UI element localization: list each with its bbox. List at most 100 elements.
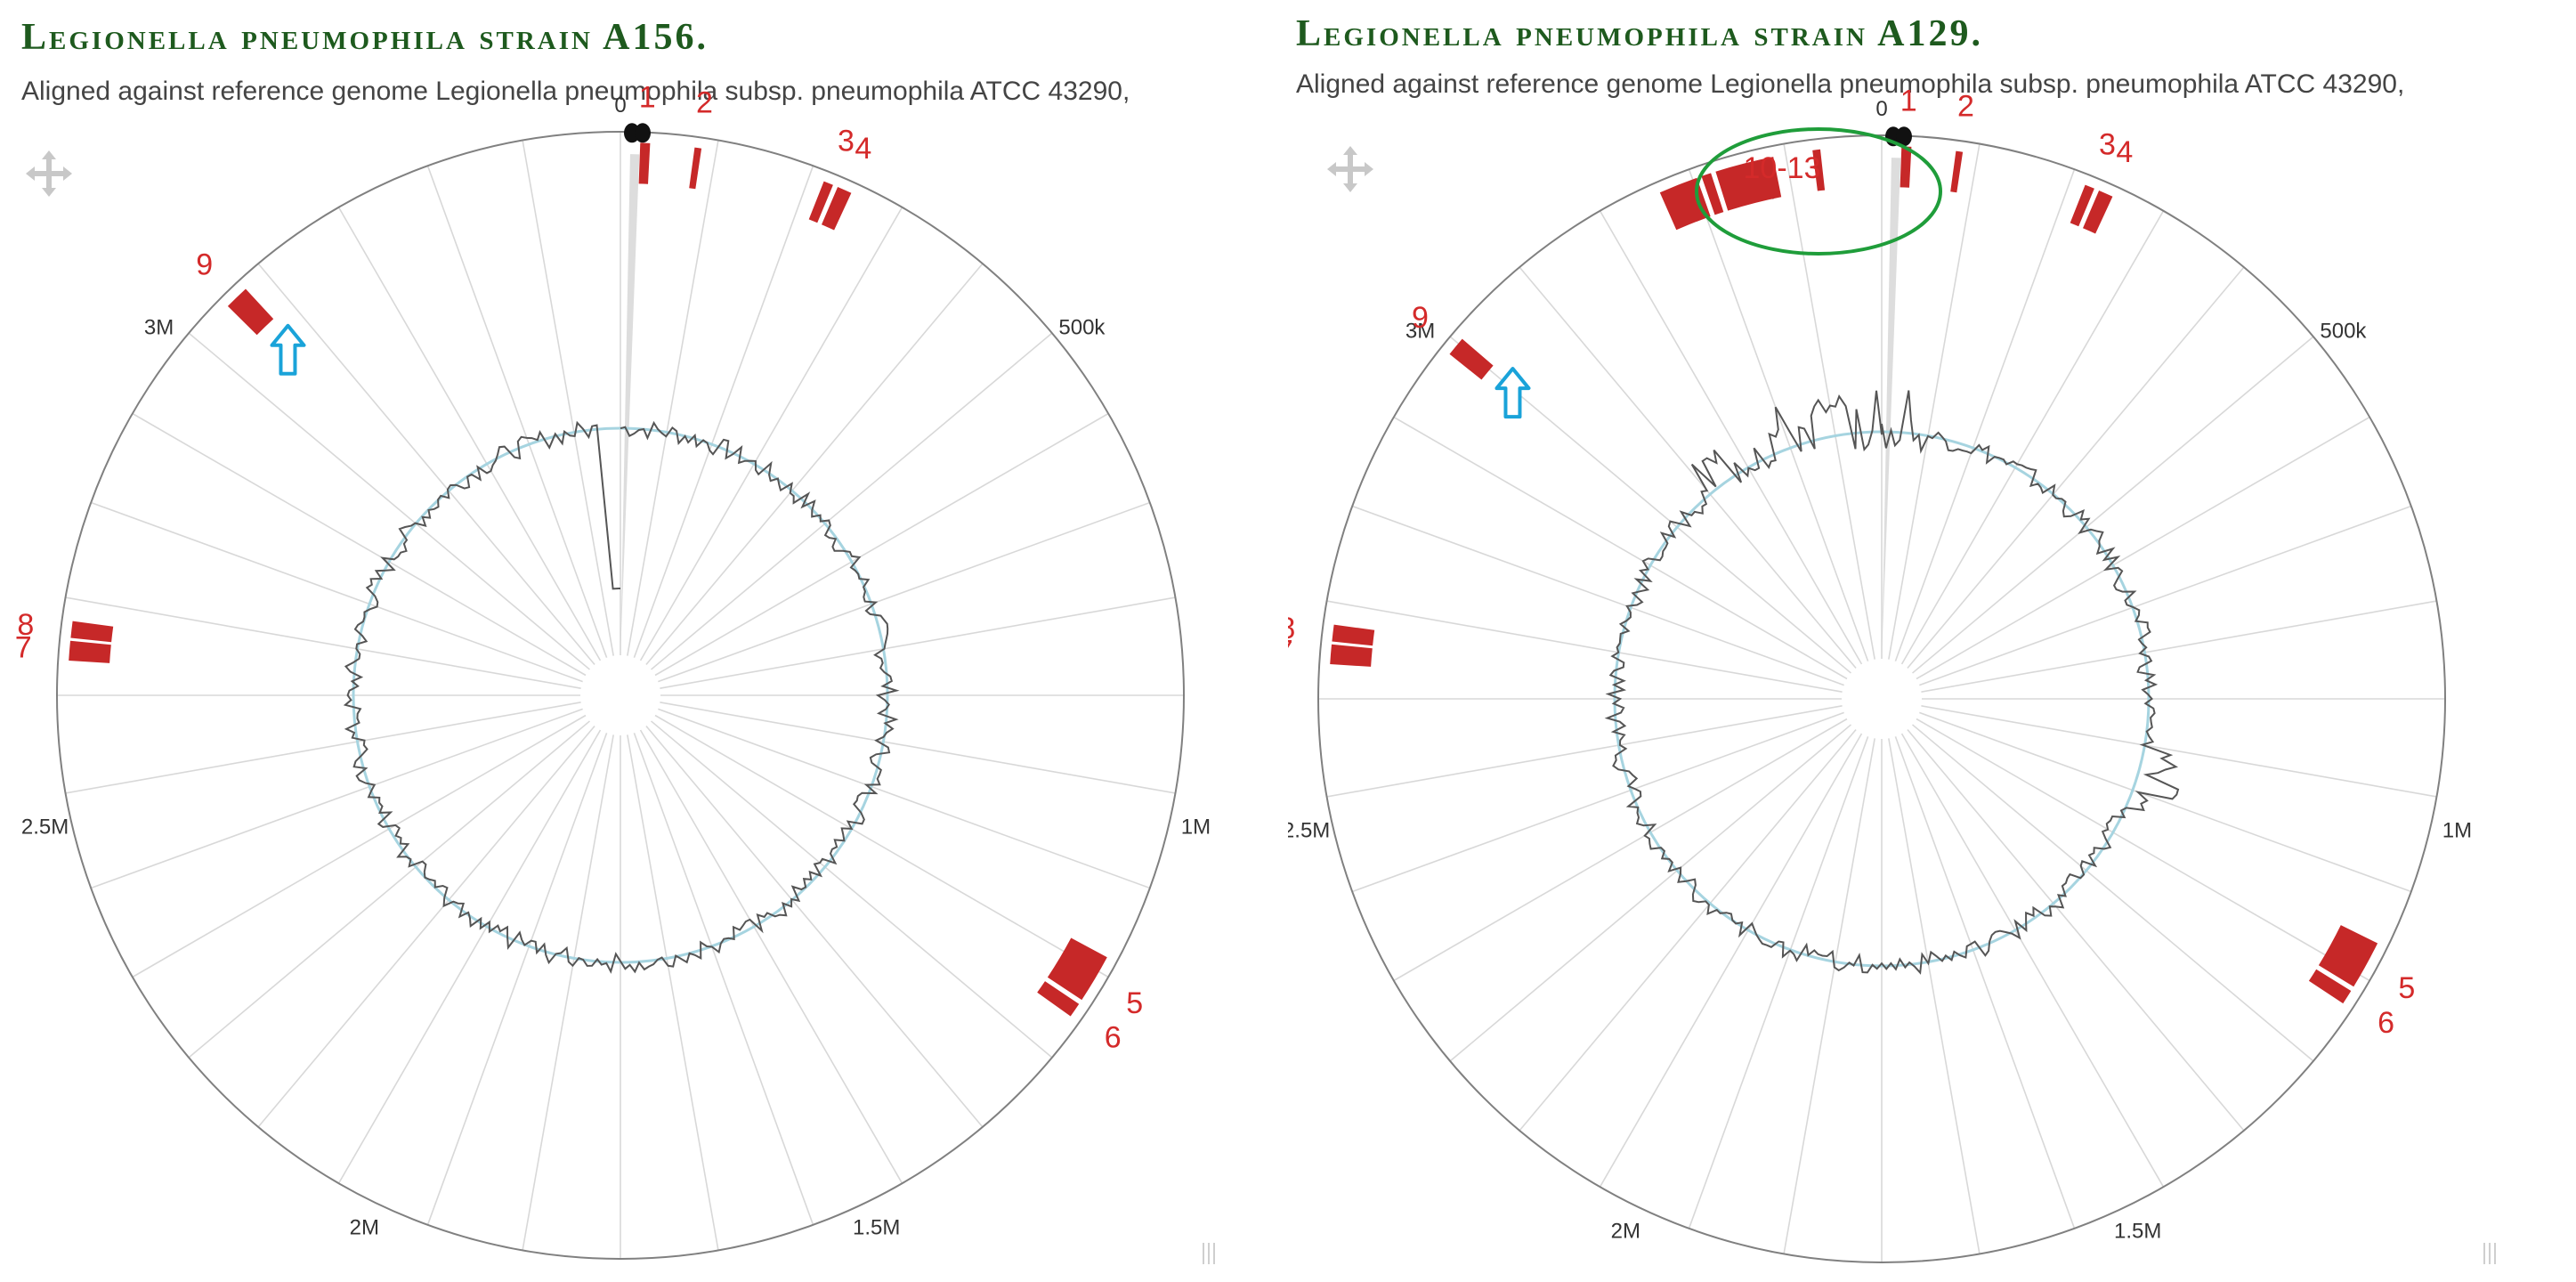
feature-label: 9 [1412,301,1429,335]
panel-title: Legionella pneumophila strain A156. [21,17,709,58]
radial-line [426,165,608,658]
radial-line [257,725,595,1128]
radial-line [522,140,614,656]
radial-line [257,263,595,666]
coverage-trace [1604,390,2180,975]
outer-circle [1317,134,2446,1263]
radial-line [633,733,814,1226]
tick-label: 2.5M [1288,819,1330,843]
radial-line [1888,143,1981,660]
tick-label: 1M [1181,815,1211,840]
feature-segment [1701,173,1724,215]
radial-line [645,263,984,666]
radial-line [1911,336,2314,674]
up-arrow-outline-icon [1495,367,1531,419]
feature-label: 2 [1957,90,1974,124]
feature-segment [69,640,111,663]
panel-strain-a156: Legionella pneumophila strain A156. Alig… [0,0,1282,1282]
radial-line [1916,718,2370,982]
up-arrow-outline-icon [270,323,306,376]
radial-line [1351,505,1844,686]
tick-label: 2M [1611,1219,1640,1243]
center-hub [580,655,660,735]
tick-label: 2M [350,1215,379,1239]
radial-line [1688,168,1869,661]
feature-label: 5 [2398,971,2415,1005]
radial-line [1393,416,1848,680]
feature-label: 7 [1288,635,1293,669]
feature-segment [70,621,114,643]
panel-subtitle: Aligned against reference genome Legione… [21,77,1130,106]
feature-segment [1900,146,1912,188]
radial-line [1393,718,1848,982]
tick-label: 3M [144,316,174,340]
panel-title: Legionella pneumophila strain A129. [1296,13,1983,54]
panel-strain-a129: Legionella pneumophila strain A129. Alig… [1288,0,2576,1282]
radial-line [654,714,1109,978]
feature-label: 8 [1288,612,1295,645]
origin-marker [634,123,651,143]
feature-label: 1 [1900,85,1917,118]
move-arrows-icon[interactable] [1327,146,1373,192]
feature-segment [2083,191,2113,234]
feature-segment [1659,177,1711,231]
feature-segment [227,288,274,336]
radial-line [132,714,587,978]
resize-grip-icon[interactable] [1203,1243,1215,1264]
tick-label: 500k [1058,316,1106,340]
radial-line [1783,738,1875,1254]
radial-line [654,412,1109,677]
feature-segment [2070,184,2094,227]
radial-line [1888,738,1981,1254]
radial-line [627,734,719,1251]
feature-label: 3 [2099,128,2116,162]
feature-segment [1330,644,1373,667]
move-arrows-icon[interactable] [26,150,72,197]
feature-segment [808,181,833,223]
feature-segment [1950,150,1964,193]
radial-line [633,165,814,658]
panel-subtitle: Aligned against reference genome Legione… [1296,69,2405,99]
radial-line [1907,266,2245,669]
feature-label: 3 [838,125,855,158]
radial-line [645,725,984,1128]
radial-line [522,734,614,1251]
radial-line [1326,705,1843,798]
radial-line [1326,600,1843,693]
tick-label: 3M [1405,320,1435,344]
radial-line [1894,168,2076,661]
radial-line [1900,733,2165,1188]
radial-line [1519,266,1857,669]
radial-line [658,708,1151,889]
tick-label: 500k [2320,320,2367,344]
radial-grid [1318,135,2445,1262]
origin-wedge [1882,158,1901,659]
feature-label: 9 [196,248,213,282]
radial-line [1351,711,1844,893]
coverage-trace [343,420,900,974]
radial-line [65,702,581,794]
resize-grip-icon[interactable] [2483,1243,2496,1264]
origin-wedge [620,154,640,655]
radial-line [188,332,591,670]
radial-line [1919,711,2412,893]
feature-segment [1812,149,1826,191]
radial-line [627,140,719,656]
radial-line [1783,143,1875,660]
radial-line [639,207,903,661]
radial-line [188,720,591,1059]
radial-line [132,412,587,677]
radial-line [1919,505,2412,686]
radial-line [426,733,608,1226]
feature-segment [689,147,702,190]
radial-line [639,729,903,1184]
move-arrows-shape [26,150,72,197]
feature-label: 8 [17,608,34,642]
feature-segment [1332,624,1375,646]
feature-segment [1047,937,1107,1001]
feature-label: 4 [2116,135,2133,169]
feature-segment [1449,338,1494,380]
feature-segment [2308,969,2352,1004]
